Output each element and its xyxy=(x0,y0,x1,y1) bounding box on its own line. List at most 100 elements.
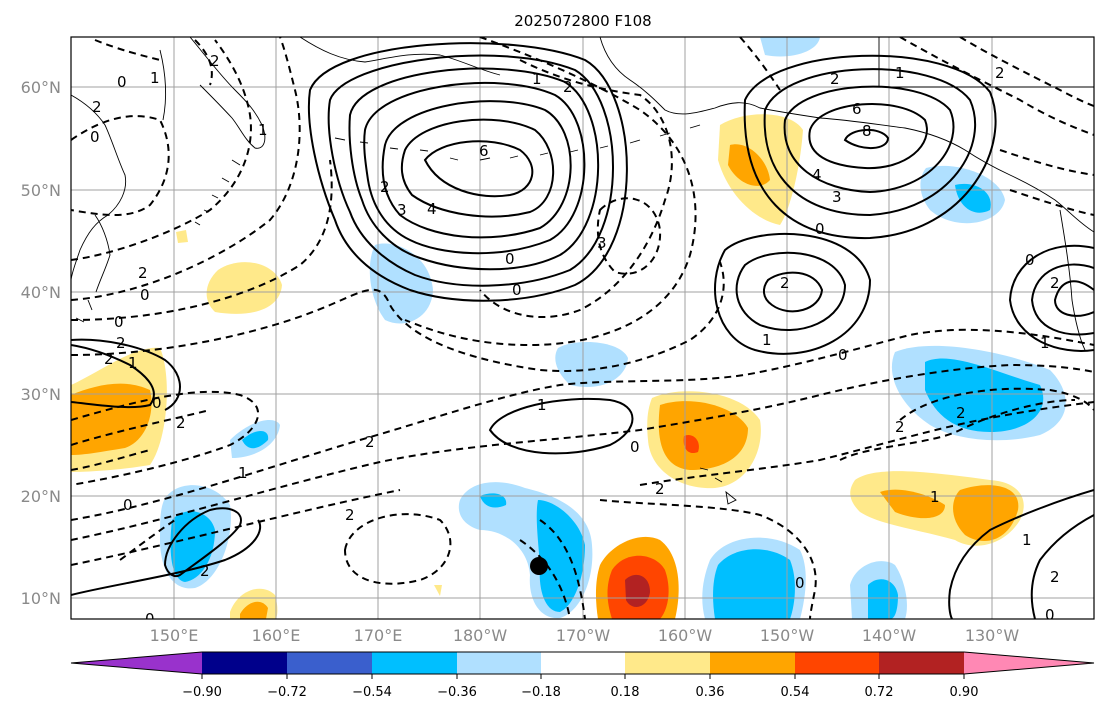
contour-label: 1 xyxy=(537,396,547,414)
contour-label: 2 xyxy=(138,264,148,282)
map-frame xyxy=(70,36,1095,620)
shade-positive xyxy=(71,383,152,455)
colorbar-tick-label: −0.36 xyxy=(437,685,477,700)
contour-dashed xyxy=(999,149,1094,176)
contour-label: 2 xyxy=(92,98,102,116)
kamchatka-coastline xyxy=(189,37,266,149)
colorbar-tick-label: 0.72 xyxy=(865,685,894,700)
contour-label: 2 xyxy=(830,70,840,88)
contour-label: 0 xyxy=(114,313,124,331)
contour-label: 4 xyxy=(812,166,822,184)
shade-negative xyxy=(242,431,269,449)
contour-label: 1 xyxy=(1022,531,1032,549)
shade-negative xyxy=(369,243,433,324)
lon-label: 140°W xyxy=(862,626,917,645)
colorbar-tick-label: −0.90 xyxy=(182,685,222,700)
contour-label: 0 xyxy=(512,281,522,299)
na-west-coast xyxy=(1059,209,1086,351)
colorbar-extend-high xyxy=(964,652,1094,674)
colorbar-swatch xyxy=(795,652,879,674)
shade-negative xyxy=(760,37,820,57)
japan-coastline xyxy=(75,214,111,323)
contour-solid xyxy=(808,103,928,170)
shade-positive xyxy=(240,601,268,619)
colorbar-ticks xyxy=(201,674,965,679)
contour-label: 2 xyxy=(995,64,1005,82)
lat-label: 30°N xyxy=(21,385,61,404)
contour-label: 0 xyxy=(117,73,127,91)
coastlines xyxy=(71,37,1094,505)
lon-label: 170°W xyxy=(556,626,611,645)
contour-dashed xyxy=(71,449,151,471)
colorbar-tick-label: 0.90 xyxy=(950,685,979,700)
colorbar-tick-label: −0.72 xyxy=(267,685,307,700)
contour-labels: 0 1 2 2 0 1 2 3 4 6 0 1 2 3 6 8 4 3 0 2 … xyxy=(90,52,1060,628)
contour-label: 2 xyxy=(200,562,210,580)
contour-solid xyxy=(307,42,628,302)
contour-solid xyxy=(423,140,534,198)
contour-label: 0 xyxy=(1025,251,1035,269)
contour-solid xyxy=(763,68,976,217)
shade-positive xyxy=(683,434,699,454)
contour-solid xyxy=(714,232,872,355)
shade-positive xyxy=(176,230,188,243)
colorbar-swatch xyxy=(287,652,372,674)
contour-solid xyxy=(948,489,1094,619)
contour-label: 8 xyxy=(862,122,872,140)
shade-negative xyxy=(713,549,795,619)
contour-label: 2 xyxy=(563,78,573,96)
contour-solid xyxy=(762,271,824,313)
lon-label: 130°W xyxy=(965,626,1020,645)
contour-dashed xyxy=(71,363,1094,541)
shade-positive xyxy=(206,262,282,314)
contour-label: 0 xyxy=(90,128,100,146)
contour-dashed xyxy=(94,39,161,61)
colorbar: −0.90 −0.72 −0.54 −0.36 −0.18 0.18 0.36 … xyxy=(70,651,1095,700)
contour-label: 1 xyxy=(895,64,905,82)
contour-dashed xyxy=(596,197,662,275)
lat-label: 40°N xyxy=(21,283,61,302)
shade-positive xyxy=(625,574,650,607)
contour-label: 0 xyxy=(145,610,155,628)
contour-label: 2 xyxy=(895,418,905,436)
colorbar-swatch xyxy=(202,652,287,674)
shading-layer xyxy=(71,37,1066,619)
contour-solid xyxy=(327,54,614,287)
contour-solid xyxy=(1030,263,1094,336)
colorbar-swatch xyxy=(541,652,625,674)
shade-negative xyxy=(555,342,628,387)
contour-label: 2 xyxy=(380,178,390,196)
contour-label: 2 xyxy=(345,506,355,524)
contour-label: 0 xyxy=(505,250,515,268)
lon-label: 170°E xyxy=(354,626,403,645)
contour-label: 1 xyxy=(150,69,160,87)
contour-dashed xyxy=(71,159,333,321)
contour-solid xyxy=(71,344,155,409)
contour-dashed xyxy=(899,37,1094,136)
contour-solid xyxy=(381,100,572,239)
contour-solid xyxy=(71,338,181,411)
colorbar-swatch xyxy=(710,652,795,674)
lon-label: 160°W xyxy=(658,626,713,645)
contour-label: 0 xyxy=(1045,606,1055,624)
contour-label: 1 xyxy=(532,70,542,88)
lon-label: 180°W xyxy=(453,626,508,645)
contour-label: 1 xyxy=(258,121,268,139)
contour-label: 2 xyxy=(365,433,375,451)
contour-label: 1 xyxy=(930,488,940,506)
contour-dashed xyxy=(71,489,401,566)
contour-label: 0 xyxy=(152,394,162,412)
contour-dashed xyxy=(539,519,586,619)
shade-positive xyxy=(880,489,945,519)
colorbar-tick-label: −0.54 xyxy=(352,685,392,700)
colorbar-swatch xyxy=(879,652,964,674)
contour-label: 0 xyxy=(815,220,825,238)
shade-positive xyxy=(658,401,748,470)
colorbar-swatch xyxy=(457,652,541,674)
shade-negative xyxy=(480,493,507,508)
contour-solid xyxy=(488,397,634,455)
contour-label: 6 xyxy=(479,142,489,160)
chukotka-coastline xyxy=(299,37,501,76)
contour-label: 0 xyxy=(123,496,133,514)
contour-dashed xyxy=(959,37,1094,107)
